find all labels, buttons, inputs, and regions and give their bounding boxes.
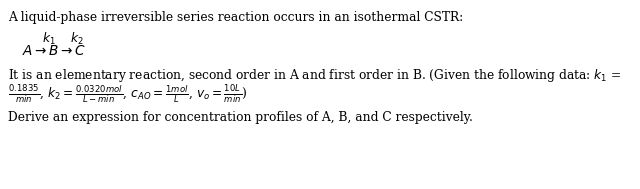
Text: A liquid-phase irreversible series reaction occurs in an isothermal CSTR:: A liquid-phase irreversible series react… xyxy=(8,11,463,24)
Text: It is an elementary reaction, second order in A and first order in B. (Given the: It is an elementary reaction, second ord… xyxy=(8,67,621,84)
Text: $\frac{0.1835}{min}$, $k_2 = \frac{0.0320mol}{L-min}$, $c_{AO} = \frac{1mol}{L}$: $\frac{0.1835}{min}$, $k_2 = \frac{0.032… xyxy=(8,83,248,105)
Text: $A \rightarrow B \rightarrow C$: $A \rightarrow B \rightarrow C$ xyxy=(22,44,86,58)
Text: Derive an expression for concentration profiles of A, B, and C respectively.: Derive an expression for concentration p… xyxy=(8,111,473,124)
Text: $k_1$    $k_2$: $k_1$ $k_2$ xyxy=(42,31,84,47)
